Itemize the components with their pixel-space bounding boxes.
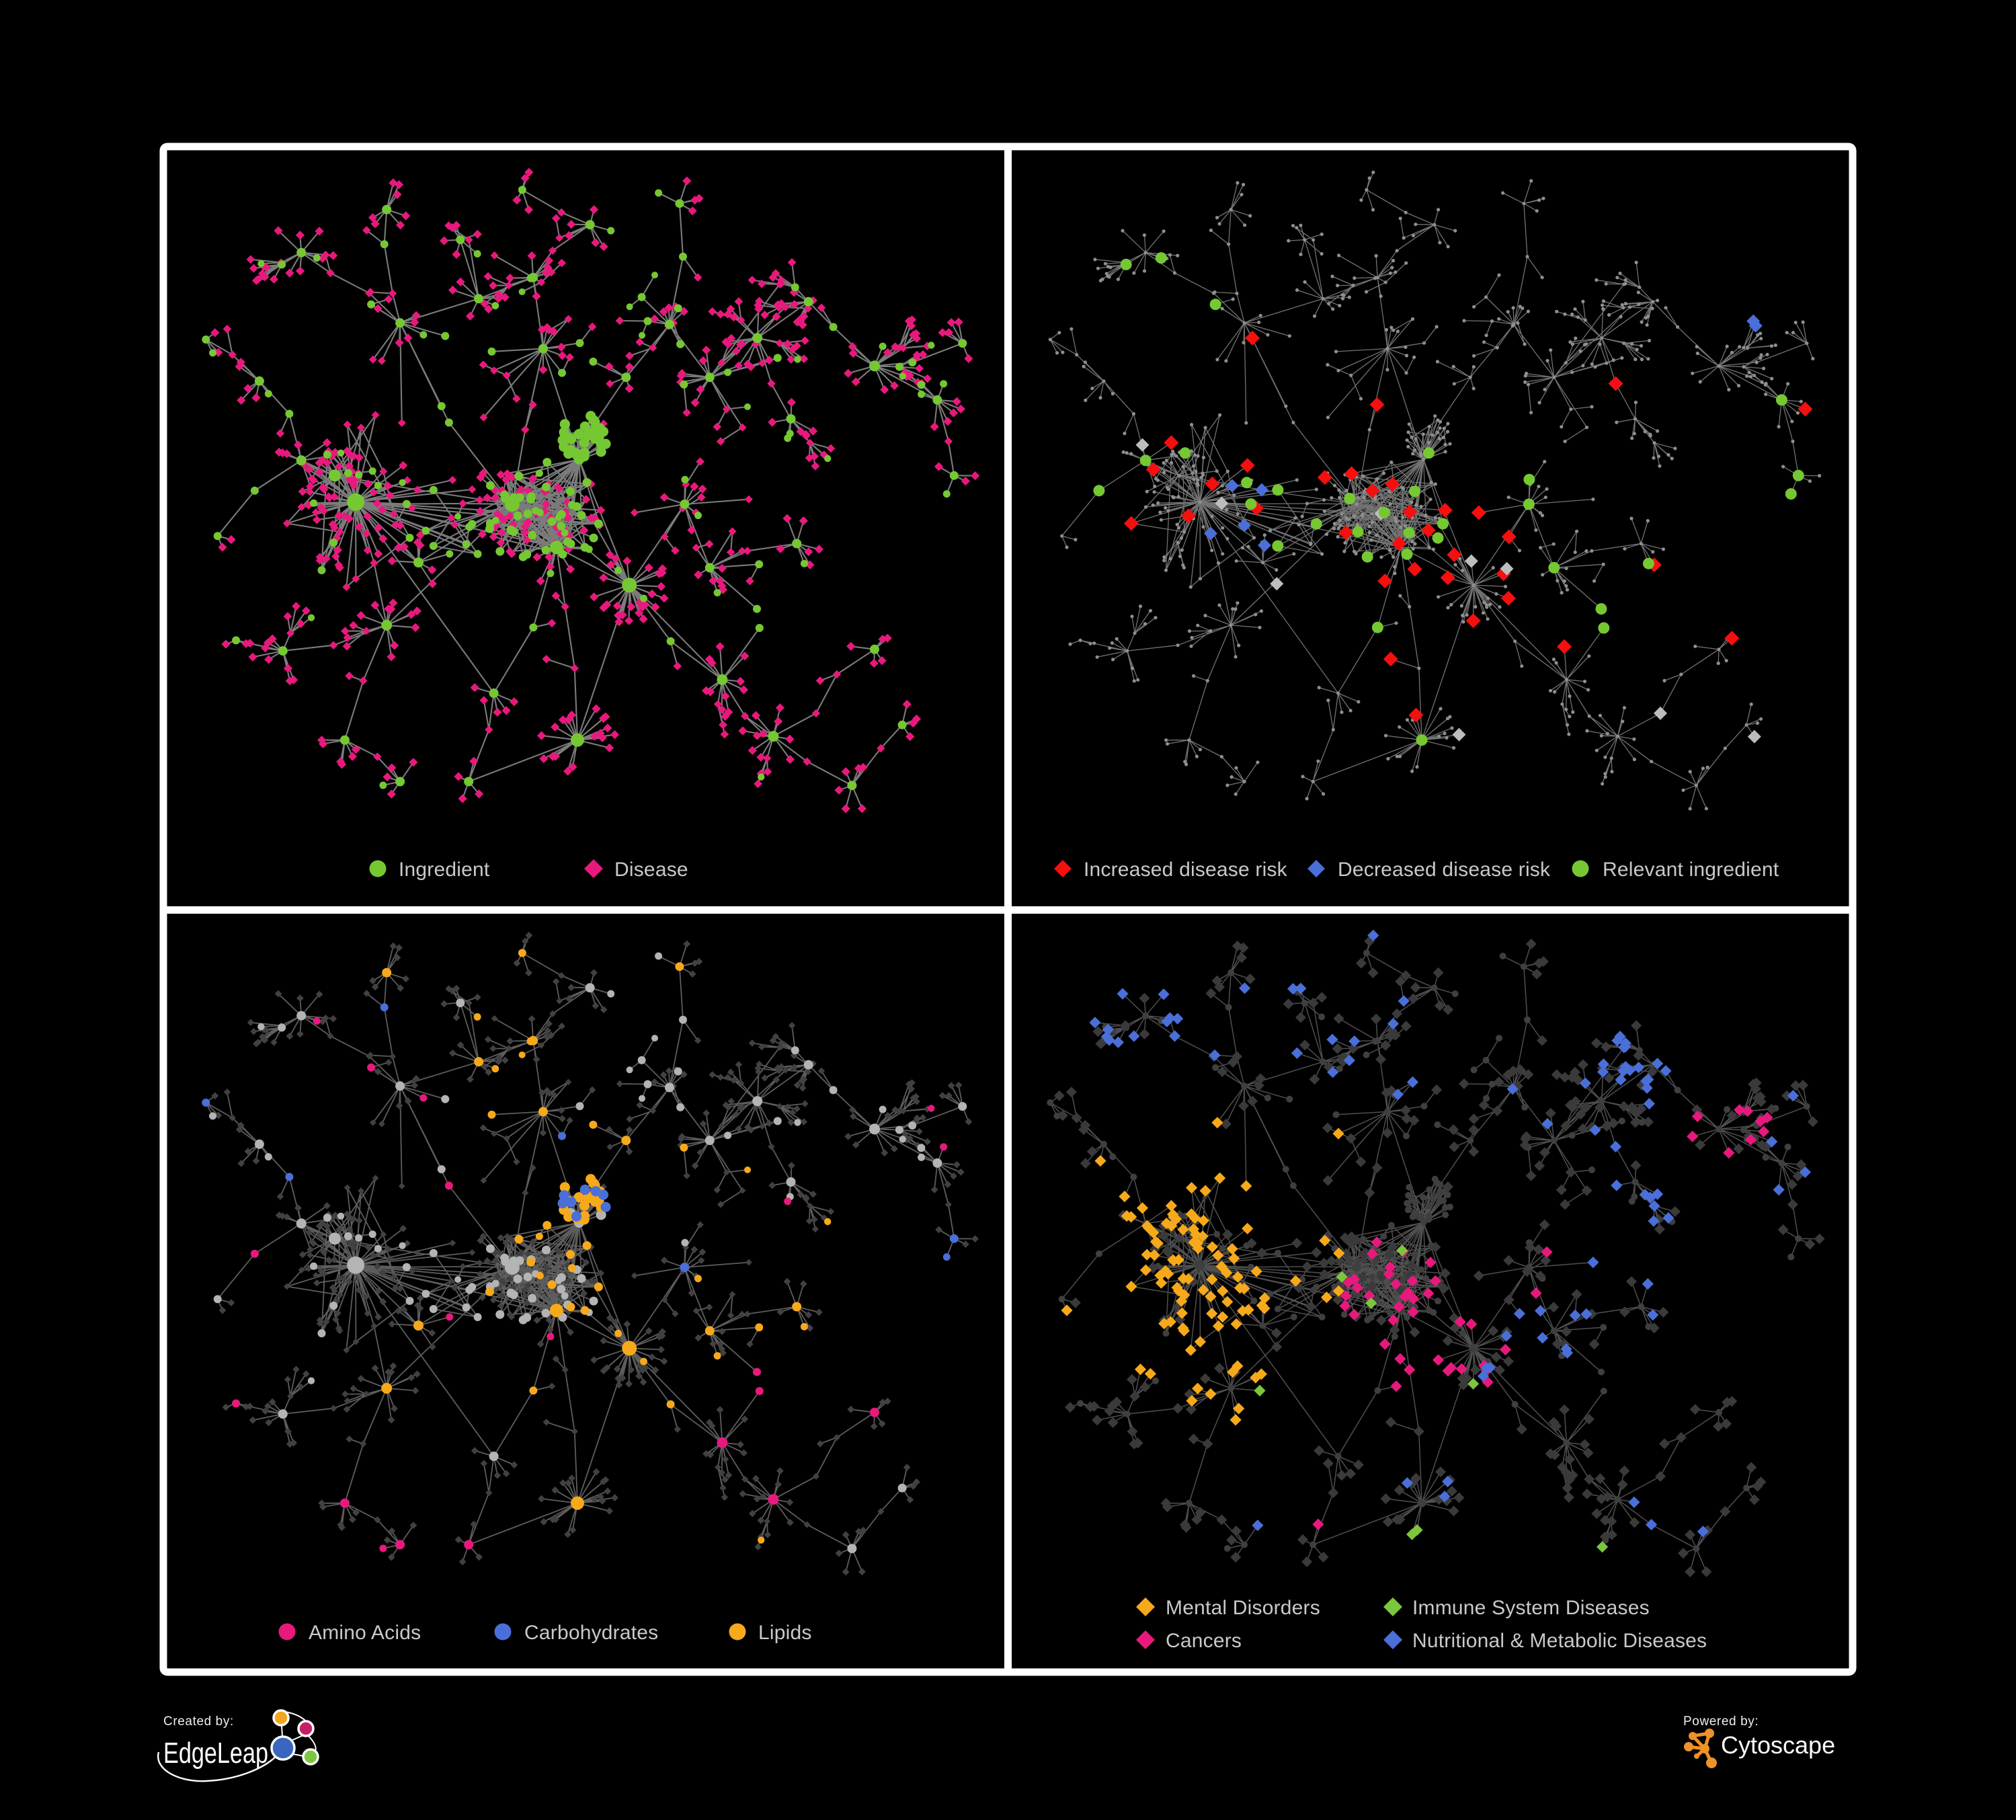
- svg-text:Amino Acids: Amino Acids: [309, 1622, 421, 1644]
- svg-text:Ingredient: Ingredient: [399, 859, 490, 881]
- svg-text:Relevant ingredient: Relevant ingredient: [1603, 859, 1779, 881]
- svg-text:Carbohydrates: Carbohydrates: [524, 1622, 658, 1644]
- svg-text:Cancers: Cancers: [1166, 1630, 1242, 1652]
- svg-text:Lipids: Lipids: [758, 1622, 812, 1644]
- svg-text:Increased disease risk: Increased disease risk: [1084, 859, 1288, 881]
- svg-text:Cytoscape: Cytoscape: [1721, 1731, 1835, 1759]
- svg-text:Immune System Diseases: Immune System Diseases: [1412, 1597, 1650, 1619]
- svg-text:Powered by:: Powered by:: [1683, 1714, 1759, 1729]
- svg-text:Nutritional & Metabolic Diseas: Nutritional & Metabolic Diseases: [1412, 1630, 1707, 1652]
- svg-text:Decreased disease risk: Decreased disease risk: [1338, 859, 1551, 881]
- svg-text:Mental Disorders: Mental Disorders: [1166, 1597, 1320, 1619]
- svg-text:Disease: Disease: [614, 859, 688, 881]
- svg-text:EdgeLeap: EdgeLeap: [163, 1737, 268, 1770]
- svg-text:Created by:: Created by:: [163, 1714, 234, 1729]
